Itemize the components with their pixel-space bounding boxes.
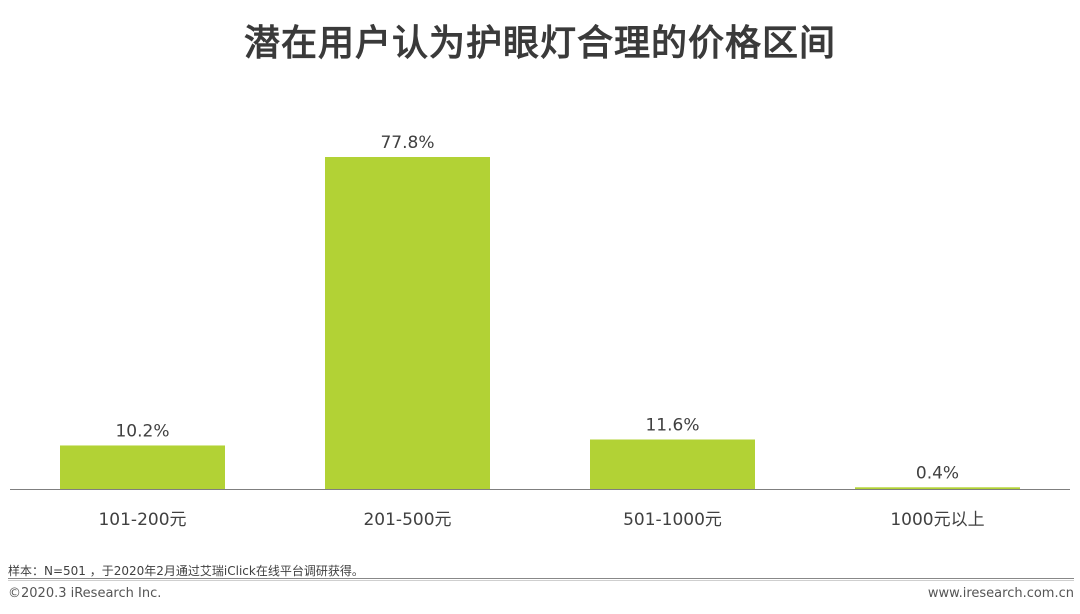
source-note: 样本：N=501 ，于2020年2月通过艾瑞iClick在线平台调研获得。 [8,564,364,578]
data-label-1: 10.2% [115,421,169,441]
chart-title: 潜在用户认为护眼灯合理的价格区间 [243,23,836,64]
data-label-3: 11.6% [645,415,699,435]
footer-divider-light [8,580,1074,581]
x-tick-label-4: 1000元以上 [890,510,984,530]
website-link[interactable]: www.iresearch.com.cn [927,586,1074,601]
x-tick-label-1: 101-200元 [98,510,186,530]
bar-1 [60,445,225,489]
x-tick-label-2: 201-500元 [363,510,451,530]
bar-4 [855,487,1020,489]
data-label-2: 77.8% [380,133,434,153]
copyright-text: ©2020.3 iResearch Inc. [8,586,162,601]
data-label-4: 0.4% [916,463,959,483]
footer-divider [8,578,1074,579]
bar-chart: 10.2% 101-200元 77.8% 201-500元 11.6% 501-1000元… [10,133,1070,530]
x-tick-label-3: 501-1000元 [623,510,722,530]
bar-3 [590,439,755,489]
bar-2 [325,157,490,489]
